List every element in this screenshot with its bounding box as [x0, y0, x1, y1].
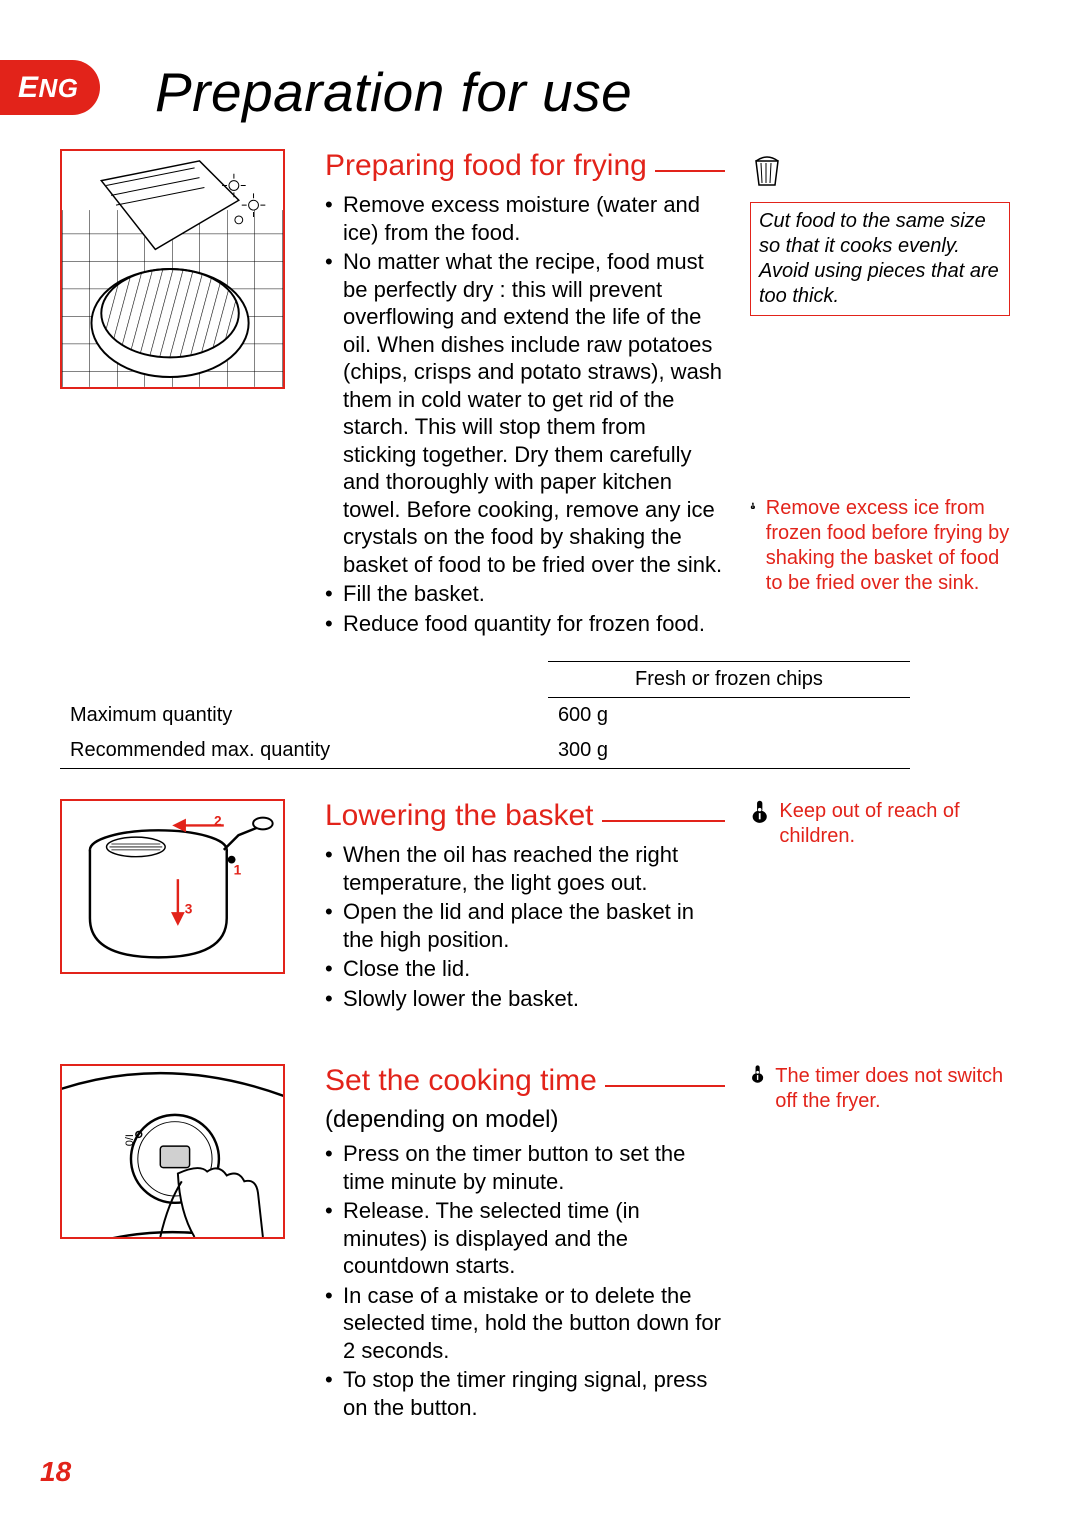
- heading-text: Preparing food for frying: [325, 149, 647, 183]
- heading-text: Set the cooking time: [325, 1064, 597, 1098]
- table-row: Maximum quantity 600 g: [60, 698, 910, 734]
- bullet-item: Press on the timer button to set the tim…: [325, 1140, 725, 1195]
- table-cell-label: Recommended max. quantity: [60, 733, 548, 769]
- basket-icon: [750, 149, 784, 189]
- table-header-col2: Fresh or frozen chips: [548, 662, 910, 698]
- note-cut-food: Cut food to the same size so that it coo…: [750, 202, 1010, 316]
- warning-icon: [750, 496, 756, 524]
- section-lowering-basket: Lowering the basket When the oil has rea…: [325, 799, 725, 1014]
- bullet-item: In case of a mistake or to delete the se…: [325, 1282, 725, 1365]
- sidebar-section1: Cut food to the same size so that it coo…: [750, 149, 1010, 639]
- note-remove-ice: Remove excess ice from frozen food befor…: [766, 496, 1010, 596]
- diagram-label-3: 3: [185, 901, 193, 916]
- warning-icon: [750, 1064, 765, 1092]
- diagram-label-1: 1: [234, 862, 242, 877]
- sidebar-section2: Keep out of reach of children.: [750, 799, 1010, 1014]
- sidebar-section3: The timer does not switch off the fryer.: [750, 1064, 1010, 1423]
- illustration-food-prep: [60, 149, 300, 639]
- table-cell-value: 600 g: [548, 698, 910, 734]
- table-cell-value: 300 g: [548, 733, 910, 769]
- heading-preparing-food: Preparing food for frying: [325, 149, 725, 183]
- illustration-lowering-basket: 1 2 3: [60, 799, 300, 1014]
- table-header-empty: [60, 662, 548, 698]
- illustration-timer: 0/I: [60, 1064, 300, 1423]
- bullets-preparing-food: Remove excess moisture (water and ice) f…: [325, 191, 725, 637]
- table-row: Recommended max. quantity 300 g: [60, 733, 910, 769]
- table-cell-label: Maximum quantity: [60, 698, 548, 734]
- bullet-item: Fill the basket.: [325, 580, 725, 608]
- bullet-item: Reduce food quantity for frozen food.: [325, 610, 725, 638]
- quantity-table: Fresh or frozen chips Maximum quantity 6…: [60, 661, 910, 769]
- warning-icon: [750, 799, 769, 827]
- bullet-item: Remove excess moisture (water and ice) f…: [325, 191, 725, 246]
- bullets-lowering-basket: When the oil has reached the right tempe…: [325, 841, 725, 1012]
- bullet-item: Close the lid.: [325, 955, 725, 983]
- heading-lowering-basket: Lowering the basket: [325, 799, 725, 833]
- heading-text: Lowering the basket: [325, 799, 594, 833]
- bullets-cooking-time: Press on the timer button to set the tim…: [325, 1140, 725, 1421]
- language-pill: EENGNG: [0, 60, 100, 115]
- language-label: EENGNG: [18, 71, 79, 105]
- bullet-item: Release. The selected time (in minutes) …: [325, 1197, 725, 1280]
- bullet-item: Open the lid and place the basket in the…: [325, 898, 725, 953]
- section-cooking-time: Set the cooking time (depending on model…: [325, 1064, 725, 1423]
- heading-rule: [655, 170, 725, 172]
- section-preparing-food: Preparing food for frying Remove excess …: [325, 149, 725, 639]
- subheading-model: (depending on model): [325, 1106, 725, 1134]
- bullet-item: No matter what the recipe, food must be …: [325, 248, 725, 578]
- note-children: Keep out of reach of children.: [779, 799, 1010, 849]
- bullet-item: Slowly lower the basket.: [325, 985, 725, 1013]
- heading-rule: [605, 1085, 725, 1087]
- heading-cooking-time: Set the cooking time: [325, 1064, 725, 1098]
- diagram-label-switch: 0/I: [124, 1134, 136, 1146]
- heading-rule: [602, 820, 725, 822]
- page-number: 18: [40, 1456, 71, 1488]
- bullet-item: When the oil has reached the right tempe…: [325, 841, 725, 896]
- note-timer: The timer does not switch off the fryer.: [775, 1064, 1010, 1114]
- page-title: Preparation for use: [155, 60, 1040, 124]
- bullet-item: To stop the timer ringing signal, press …: [325, 1366, 725, 1421]
